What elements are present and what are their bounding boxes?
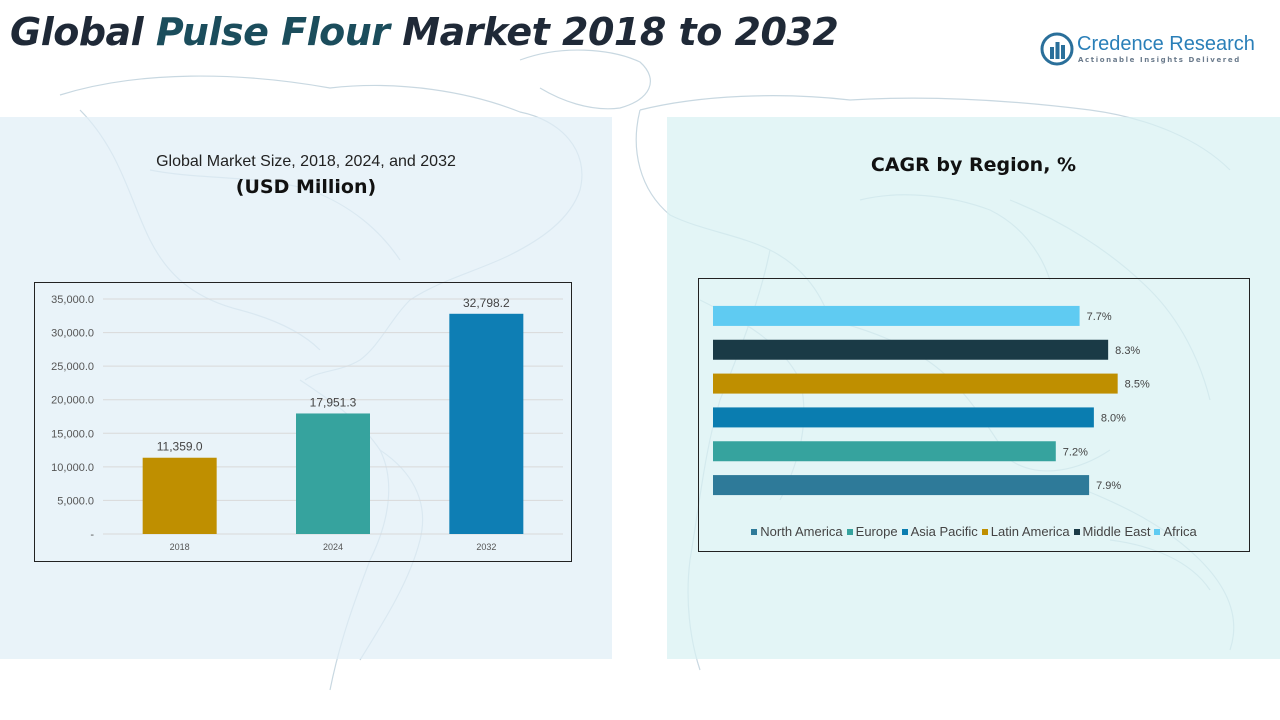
market-size-bar-chart-svg: - 5,000.0 10,000.0 15,000.0 20,000.0 25,000.0… [51,294,563,552]
cagr-bar-chart: 7.9% 7.2% 8.0% 8.5% 8.3% 7.7% North America Eu… [698,278,1250,552]
y-tick-label: 15,000.0 [51,428,94,440]
data-label: 7.7% [1087,311,1112,323]
legend-item: Africa [1154,524,1197,539]
market-size-bar-chart: - 5,000.0 10,000.0 15,000.0 20,000.0 25,000.0… [34,282,572,562]
legend-label: Middle East [1082,524,1151,539]
y-tick-label: 30,000.0 [51,328,94,340]
logo-name-part2: Research [1163,33,1255,55]
x-tick-label: 2018 [170,542,190,552]
legend-item: Europe [846,524,898,539]
legend-label: Latin America [990,524,1070,539]
bar-middle-east [713,339,1109,360]
page-title-text: Global Pulse Flour Market 2018 to 2032 [10,10,839,54]
x-tick-label: 2024 [323,542,343,552]
logo-mark-icon [1040,32,1074,66]
page-title-word: 2032 [734,10,839,54]
data-label: 7.2% [1063,446,1088,458]
page-title-word: Flour [281,10,403,54]
data-label: 17,951.3 [310,395,357,409]
data-label: 32,798.2 [463,296,510,310]
legend-swatch [1073,529,1080,535]
cagr-chart-title: CAGR by Region, % [870,154,1077,176]
bar-2032 [449,313,524,534]
legend-swatch [901,529,908,535]
logo-name-part1: Credence [1077,33,1164,55]
data-label: 8.5% [1125,379,1150,391]
y-tick-label: 20,000.0 [51,395,94,407]
legend-label: Europe [855,524,898,539]
page-title-word: Pulse [155,10,282,54]
logo-name: Credence Research [1077,33,1255,56]
logo-tagline: Actionable Insights Delivered [1078,56,1241,64]
bar-asia-pacific [713,407,1094,428]
credence-research-logo: Credence Research Actionable Insights De… [1040,30,1260,70]
page-title-word: Market [402,10,563,54]
legend-item: Latin America [981,524,1070,539]
legend-swatch [846,529,853,535]
market-size-chart-title: Global Market Size, 2018, 2024, and 2032 [156,153,456,170]
legend-item: North America [751,524,843,539]
cagr-chart-legend: North America Europe Asia Pacific Latin Ame… [699,524,1249,539]
bar-europe [713,441,1056,462]
y-tick-label: 5,000.0 [57,495,94,507]
bar-2024 [296,413,370,534]
legend-swatch [981,529,988,535]
legend-label: Africa [1163,524,1197,539]
data-label: 8.3% [1115,345,1140,357]
market-size-chart-unit: (USD Million) [235,176,377,198]
legend-swatch [751,529,758,535]
page-title: Global Pulse Flour Market 2018 to 2032 [10,10,839,54]
page-title-word: to [678,10,735,54]
bar-2018 [142,457,217,534]
y-tick-label: 35,000.0 [51,294,94,306]
page-title-word: Global [10,10,156,54]
data-label: 7.9% [1096,480,1121,492]
legend-label: Asia Pacific [910,524,978,539]
cagr-bar-chart-svg: 7.9% 7.2% 8.0% 8.5% 8.3% 7.7% [713,305,1150,496]
y-tick-label: 25,000.0 [51,361,94,373]
y-tick-label: - [90,529,94,541]
bar-latin-america [713,373,1118,394]
legend-item: Asia Pacific [901,524,978,539]
legend-swatch [1154,529,1161,535]
legend-item: Middle East [1073,524,1151,539]
y-tick-label: 10,000.0 [51,462,94,474]
legend-label: North America [760,524,843,539]
x-tick-label: 2032 [476,542,496,552]
data-label: 8.0% [1101,412,1126,424]
page-title-word: 2018 [562,10,679,54]
bar-north-america [713,475,1090,496]
bar-africa [713,305,1080,326]
data-label: 11,359.0 [157,440,203,454]
